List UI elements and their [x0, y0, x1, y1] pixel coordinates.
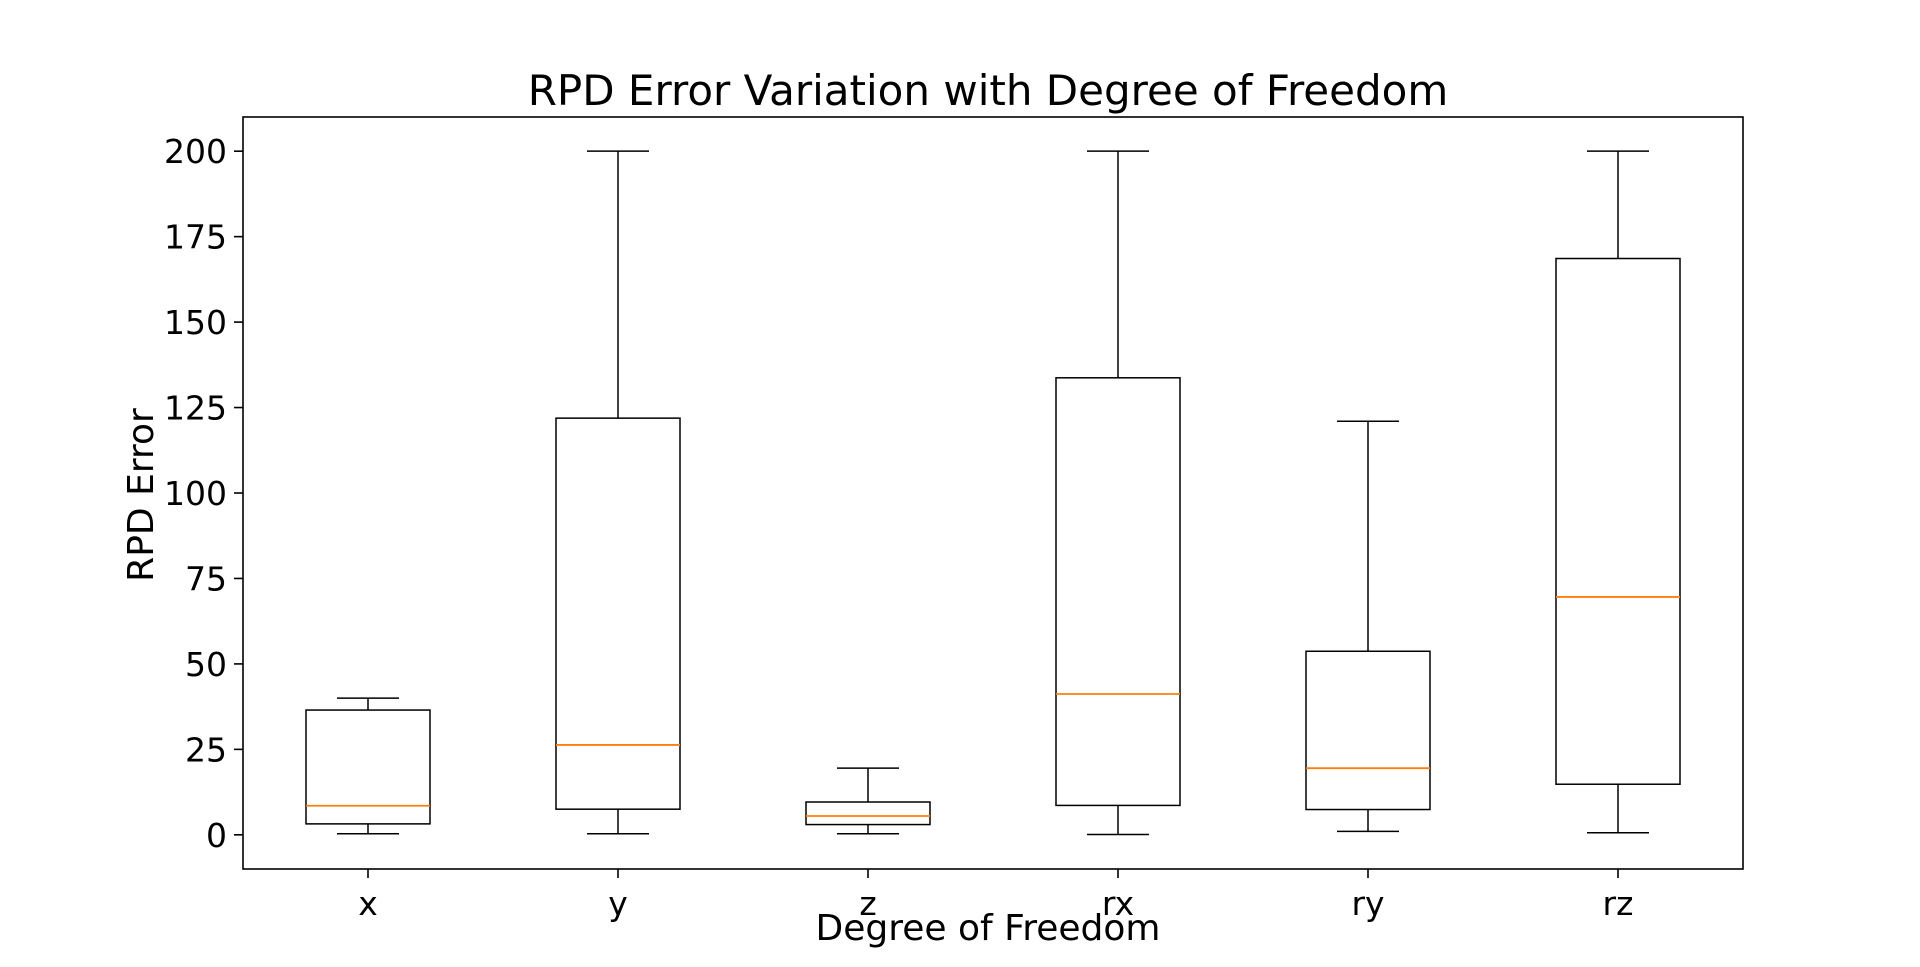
- y-tick-label: 150: [164, 303, 227, 342]
- y-axis-label: RPD Error: [121, 408, 162, 582]
- x-tick-label: x: [358, 884, 378, 923]
- plot-area: 0 25 50 75 100 125 150 175 200 x y z rx ry rz: [164, 116, 1744, 923]
- y-tick-label: 0: [206, 816, 227, 855]
- x-tick-label: rx: [1102, 884, 1134, 923]
- y-tick-label: 75: [185, 559, 227, 598]
- box-z: [805, 801, 931, 826]
- x-tick-label: ry: [1351, 884, 1384, 923]
- y-tick-label: 25: [185, 730, 227, 769]
- box-rz: [1555, 257, 1681, 785]
- y-tick-label: 50: [185, 645, 227, 684]
- x-tick-label: rz: [1603, 884, 1634, 923]
- chart-title: RPD Error Variation with Degree of Freed…: [528, 66, 1449, 115]
- y-tick-label: 200: [164, 132, 227, 171]
- box-ry: [1305, 650, 1431, 811]
- y-tick-label: 175: [164, 218, 227, 257]
- x-axis-label: Degree of Freedom: [816, 908, 1161, 949]
- y-tick-label: 125: [164, 389, 227, 428]
- plot-frame: [242, 116, 1744, 870]
- box-y: [555, 417, 681, 810]
- y-tick-label: 100: [164, 474, 227, 513]
- x-tick-label: y: [608, 884, 628, 923]
- x-tick-label: z: [859, 884, 876, 923]
- box-x: [305, 709, 431, 825]
- box-rx: [1055, 377, 1181, 807]
